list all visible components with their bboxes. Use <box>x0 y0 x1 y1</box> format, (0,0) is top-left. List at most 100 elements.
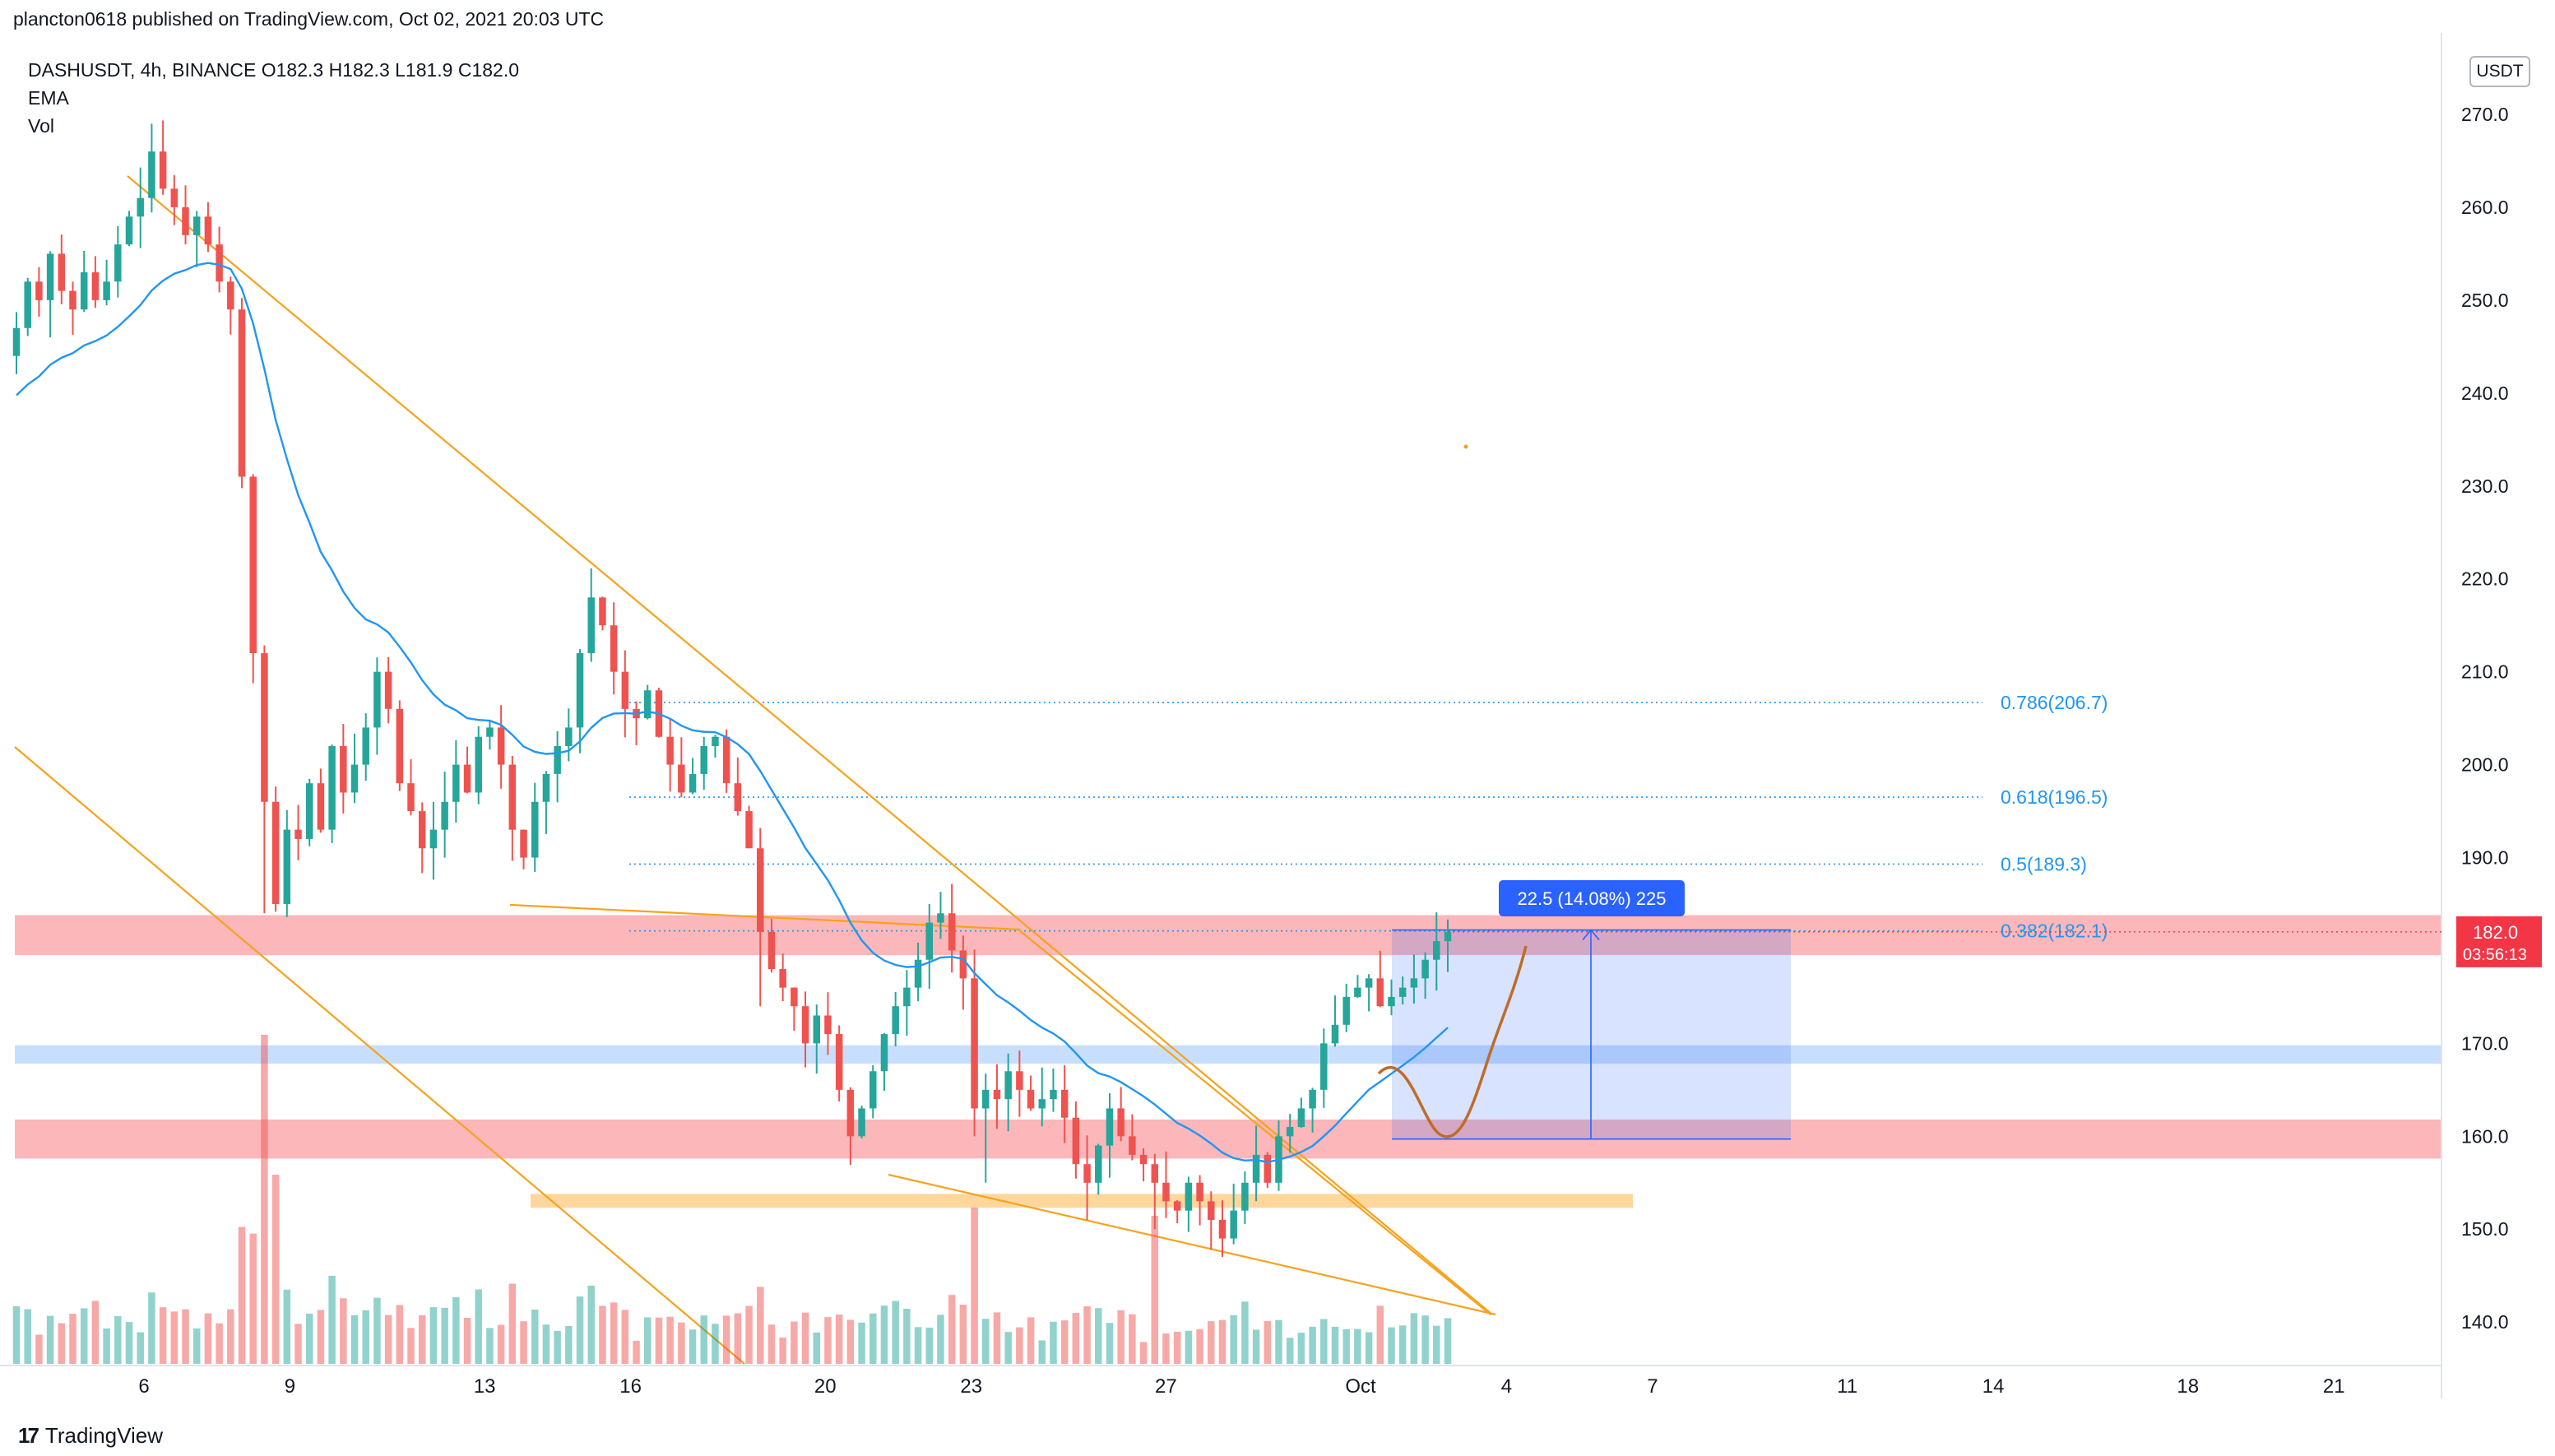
candle-body <box>914 959 922 988</box>
y-tick-label: 270.0 <box>2461 104 2509 125</box>
candle <box>463 746 471 794</box>
candle <box>1320 1028 1328 1108</box>
candle <box>1083 1135 1091 1220</box>
candle-body <box>429 829 438 849</box>
candle <box>305 778 313 846</box>
candle <box>757 828 764 1007</box>
candle <box>114 226 122 298</box>
volume-bar <box>655 1317 663 1364</box>
candle <box>643 684 652 720</box>
volume-bar <box>271 1175 280 1364</box>
volume-bar <box>914 1327 922 1364</box>
candle-body <box>565 727 573 746</box>
y-tick-label: 150.0 <box>2461 1218 2509 1240</box>
candle <box>1173 1199 1181 1224</box>
candle <box>678 737 685 798</box>
zone-resistance <box>15 915 2441 956</box>
volume-bar <box>779 1337 786 1364</box>
candle-body <box>418 811 426 849</box>
candle-body <box>216 244 223 282</box>
volume-bar <box>350 1315 359 1364</box>
candle-body <box>1433 941 1440 960</box>
volume-bar <box>1129 1314 1136 1364</box>
candle-body <box>554 745 561 774</box>
candle-body <box>328 745 336 830</box>
candle-body <box>824 1015 832 1035</box>
candle <box>261 645 268 914</box>
symbol-ohlc-line[interactable]: DASHUSDT, 4h, BINANCE O182.3 H182.3 L181… <box>28 59 520 81</box>
volume-bar <box>1106 1323 1114 1364</box>
candle <box>1433 912 1440 991</box>
candle <box>982 1073 990 1183</box>
projection-label: 22.5 (14.08%) 225 <box>1517 888 1666 909</box>
currency-button[interactable]: USDT <box>2469 56 2530 87</box>
volume-bar <box>1016 1327 1023 1364</box>
candle <box>283 809 291 917</box>
volume-bar <box>1354 1328 1361 1364</box>
candle <box>373 657 381 755</box>
candle-body <box>305 783 313 839</box>
volume-bar <box>407 1328 415 1364</box>
volume-bar <box>1320 1319 1328 1364</box>
volume-bar <box>610 1302 618 1364</box>
candle <box>58 234 66 304</box>
candle <box>508 756 517 861</box>
volume-bar <box>58 1323 66 1364</box>
candle-body <box>80 272 88 310</box>
candle <box>192 211 201 267</box>
candles <box>12 120 1452 1258</box>
candle-body <box>1060 1089 1069 1118</box>
candle <box>610 602 618 695</box>
candle <box>869 1064 877 1119</box>
volume-bar <box>80 1308 88 1364</box>
volume-bar <box>959 1305 967 1364</box>
candle <box>779 953 786 1002</box>
candle-body <box>1027 1089 1035 1109</box>
candle-body <box>1083 1164 1091 1183</box>
volume-bar <box>384 1315 392 1364</box>
candle-body <box>689 773 697 793</box>
x-tick-label: 11 <box>1837 1375 1857 1398</box>
candle-body <box>599 597 606 626</box>
candle <box>1016 1050 1023 1117</box>
candle-body <box>1410 978 1418 988</box>
candle-body <box>1297 1108 1305 1128</box>
ema-indicator-label[interactable]: EMA <box>28 87 69 109</box>
publisher-line: plancton0618 published on TradingView.co… <box>13 8 605 30</box>
volume-bar <box>305 1314 313 1364</box>
volume-indicator-label[interactable]: Vol <box>28 115 54 137</box>
ema-line-path <box>16 262 1449 1163</box>
volume-bar <box>441 1307 448 1364</box>
candle-body <box>271 801 280 904</box>
candle-body <box>192 216 201 235</box>
candle-body <box>621 671 629 709</box>
candle-body <box>137 197 144 217</box>
price-zones <box>15 915 2441 1208</box>
volume-bar <box>542 1324 550 1364</box>
candle-body <box>69 290 77 310</box>
projection-label-box <box>1499 880 1685 916</box>
candle-body <box>1129 1136 1136 1155</box>
volume-bar <box>587 1285 595 1364</box>
volume-bar <box>1309 1326 1316 1364</box>
y-tick-label: 260.0 <box>2461 197 2509 218</box>
y-tick-label: 160.0 <box>2461 1125 2509 1147</box>
candle <box>12 312 21 374</box>
tradingview-brand[interactable]: 17 TradingView <box>18 1423 163 1449</box>
candle <box>1027 1075 1035 1111</box>
fibonacci-levels: 0.786(206.7) 0.618(196.5) 0.5(189.3) 0.382(… <box>629 692 2108 942</box>
x-tick-label: 4 <box>1501 1375 1512 1398</box>
candle <box>1038 1067 1046 1127</box>
y-tick-label: 140.0 <box>2461 1311 2509 1333</box>
candle-body <box>24 281 31 328</box>
volume-bar <box>846 1319 855 1364</box>
candle <box>565 708 573 762</box>
candle <box>91 256 100 308</box>
volume-bar <box>1185 1330 1193 1364</box>
trendline <box>888 1173 1496 1316</box>
candle-body <box>1388 996 1395 1007</box>
candle-body <box>1072 1117 1080 1165</box>
volume-bar <box>91 1301 100 1364</box>
candle <box>216 226 223 293</box>
